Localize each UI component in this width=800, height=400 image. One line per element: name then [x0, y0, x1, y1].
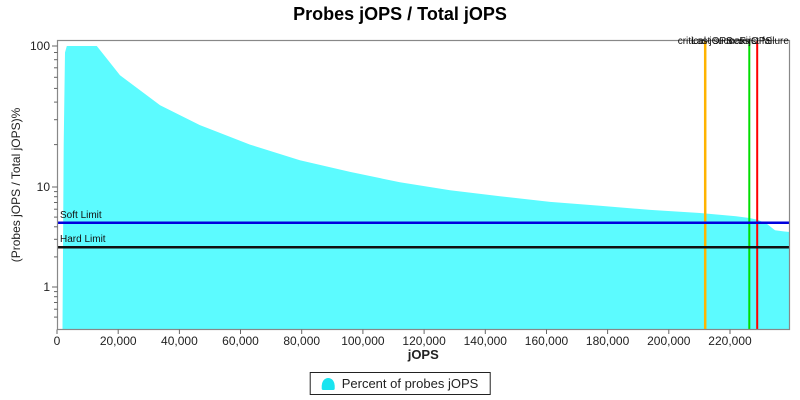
x-tick-label: 40,000: [161, 334, 198, 348]
x-tick-label: 220,000: [708, 334, 752, 348]
x-tick-label: 60,000: [222, 334, 259, 348]
x-tick-label: 180,000: [585, 334, 630, 348]
x-tick-label: 160,000: [524, 334, 569, 348]
x-tick-label: 20,000: [99, 334, 137, 348]
plot-border: [56, 39, 791, 331]
marker-label-max-jops: max-jOPS: [726, 36, 773, 47]
x-tick-label: 0: [53, 334, 61, 348]
chart-title: Probes jOPS / Total jOPS: [293, 4, 507, 24]
y-tick-label: 100: [29, 39, 50, 53]
probes-area-series: [62, 46, 790, 330]
x-tick-label: 100,000: [341, 334, 385, 348]
legend: Percent of probes jOPS: [309, 372, 491, 395]
x-tick-label: 140,000: [463, 334, 507, 348]
marker-label-critical-jops: critical-jOPS: [677, 36, 733, 47]
y-tick-label: 10: [36, 180, 50, 194]
x-tick-label: 120,000: [402, 334, 446, 348]
x-tick-label: 80,000: [283, 334, 321, 348]
legend-label: Percent of probes jOPS: [341, 376, 479, 391]
marker-label-last-success: Last success: [691, 36, 750, 47]
area-series-swatch-icon: [321, 377, 335, 390]
x-axis-title: jOPS: [407, 347, 439, 362]
hard-limit-label: Hard Limit: [60, 234, 106, 246]
soft-limit-label: Soft Limit: [60, 209, 102, 221]
y-tick-label: 1: [43, 280, 50, 294]
marker-label-first-failure: First failure: [739, 36, 789, 47]
x-tick-label: 200,000: [647, 334, 691, 348]
